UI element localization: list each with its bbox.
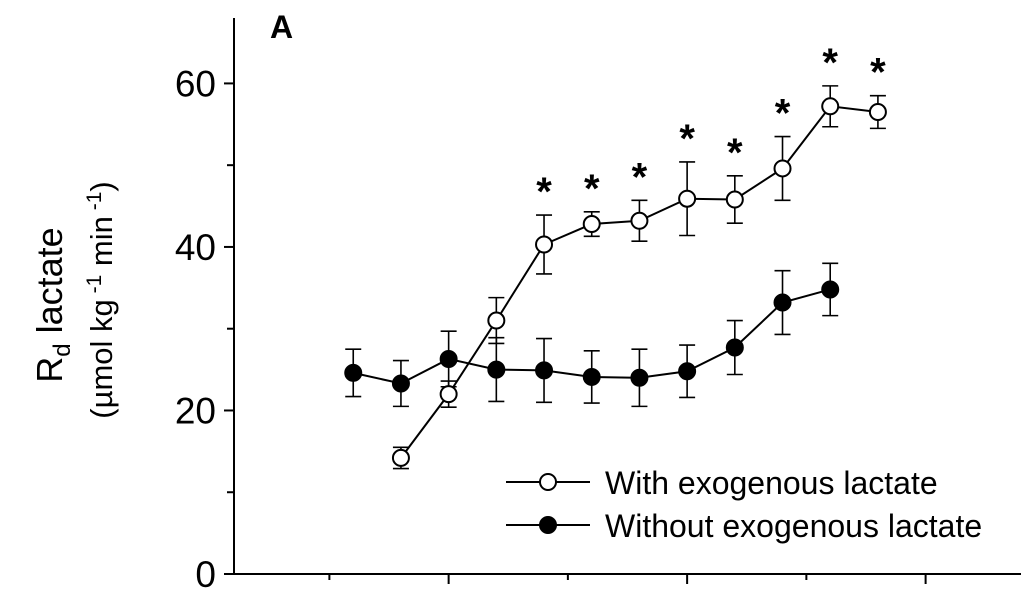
y-axis-label-rest: lactate [29, 227, 70, 343]
data-point [439, 385, 458, 404]
y-axis-label: Rd lactate [29, 227, 76, 382]
data-point [773, 159, 792, 178]
data-point [487, 360, 506, 379]
y-tick-label: 60 [175, 63, 216, 104]
y-unit-part-3: ) [84, 181, 119, 191]
y-axis-unit: (µmol kg -1 min -1) [83, 181, 119, 418]
legend-marker-filled-circle [539, 516, 557, 534]
legend-label-with: With exogenous lactate [605, 465, 938, 501]
data-point [391, 448, 410, 467]
data-point [678, 189, 697, 208]
series-with-exogenous [391, 85, 887, 470]
data-point [344, 363, 363, 382]
data-point [630, 211, 649, 230]
data-point [487, 311, 506, 330]
significance-star: * [727, 131, 743, 175]
significance-star: * [584, 167, 600, 211]
series-without-exogenous [344, 262, 840, 408]
y-tick-label: 0 [195, 554, 216, 592]
significance-star: * [775, 92, 791, 136]
legend-marker-open-circle [539, 473, 557, 491]
y-unit-part-1: (µmol kg [84, 299, 119, 419]
panel-label: A [270, 9, 293, 45]
data-point [535, 361, 554, 380]
legend: With exogenous lactate Without exogenous… [506, 465, 982, 544]
data-point [725, 190, 744, 209]
data-point [678, 362, 697, 381]
significance-star: * [679, 117, 695, 161]
significance-markers: * * * * * * * * [536, 41, 886, 214]
series-layer [344, 85, 887, 470]
data-point [773, 293, 792, 312]
axes [233, 18, 1021, 575]
data-point [630, 368, 649, 387]
y-unit-superscript-2: -1 [83, 192, 106, 217]
data-point [535, 235, 554, 254]
y-tick-label: 40 [175, 227, 216, 268]
data-point [821, 97, 840, 116]
legend-item-with: With exogenous lactate [506, 465, 938, 501]
data-point [391, 374, 410, 393]
y-tick-label: 20 [175, 390, 216, 431]
data-point [582, 215, 601, 234]
y-unit-part-2: min [84, 216, 119, 275]
legend-label-without: Without exogenous lactate [605, 508, 982, 544]
data-point [821, 280, 840, 299]
ticks: 0 20 40 60 [175, 63, 927, 592]
significance-star: * [822, 41, 838, 85]
data-point [868, 103, 887, 122]
y-axis-label-main: R [29, 357, 70, 383]
data-point [439, 349, 458, 368]
data-point [582, 367, 601, 386]
y-axis-label-subscript: d [49, 343, 76, 356]
significance-star: * [632, 155, 648, 199]
significance-star: * [536, 170, 552, 214]
data-point [725, 338, 744, 357]
legend-item-without: Without exogenous lactate [506, 508, 982, 544]
y-unit-superscript-1: -1 [83, 275, 106, 300]
significance-star: * [870, 51, 886, 95]
